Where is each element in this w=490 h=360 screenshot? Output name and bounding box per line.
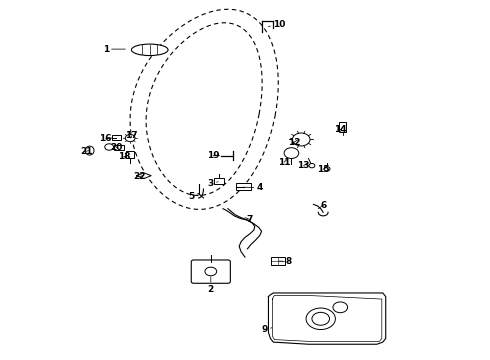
Text: 1: 1 (102, 45, 125, 54)
Text: 19: 19 (207, 151, 220, 160)
Bar (126, 151, 134, 158)
Bar (114, 145, 124, 150)
Text: 7: 7 (245, 215, 253, 224)
FancyBboxPatch shape (191, 260, 230, 283)
Text: 5: 5 (188, 192, 198, 201)
Text: 22: 22 (134, 172, 146, 181)
Text: 18: 18 (118, 152, 130, 161)
Circle shape (293, 133, 310, 146)
Circle shape (125, 134, 135, 141)
Text: 11: 11 (278, 158, 291, 167)
Bar (112, 135, 121, 140)
Text: 21: 21 (80, 147, 93, 156)
Text: 13: 13 (297, 161, 310, 170)
Circle shape (105, 144, 114, 150)
Circle shape (309, 163, 315, 168)
Circle shape (333, 302, 347, 313)
Text: 6: 6 (318, 201, 326, 210)
Text: 4: 4 (244, 183, 263, 192)
Text: 12: 12 (288, 138, 300, 147)
Bar (214, 178, 224, 184)
Circle shape (312, 312, 330, 325)
Text: 17: 17 (125, 131, 138, 140)
Text: 10: 10 (269, 19, 285, 28)
Circle shape (306, 308, 335, 329)
Text: 16: 16 (99, 134, 112, 143)
Bar (236, 183, 251, 190)
Text: 15: 15 (317, 165, 329, 174)
Circle shape (324, 167, 330, 171)
Ellipse shape (131, 44, 168, 55)
Circle shape (205, 267, 217, 276)
Polygon shape (137, 173, 151, 179)
Text: 20: 20 (110, 143, 122, 152)
Text: 8: 8 (279, 257, 292, 266)
Bar (339, 122, 346, 132)
Text: 3: 3 (208, 179, 218, 188)
Text: 2: 2 (208, 277, 214, 294)
Bar (271, 257, 285, 265)
Circle shape (284, 148, 299, 158)
Ellipse shape (85, 146, 94, 155)
Text: 9: 9 (261, 325, 272, 334)
Text: 14: 14 (334, 125, 346, 134)
Polygon shape (269, 293, 386, 344)
